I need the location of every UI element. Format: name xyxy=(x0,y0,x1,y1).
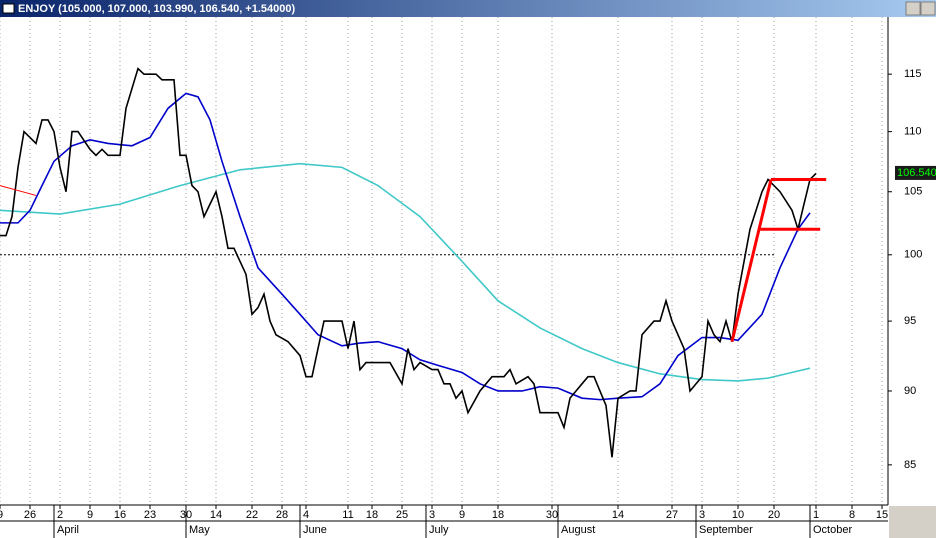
x-tick-label: 30 xyxy=(546,509,558,521)
x-tick-label: 9 xyxy=(87,509,93,521)
x-tick-label: 25 xyxy=(396,509,408,521)
title-bar xyxy=(0,0,936,17)
x-tick-label: 3 xyxy=(699,509,705,521)
x-tick-label: 28 xyxy=(276,509,288,521)
series-line xyxy=(0,162,811,382)
month-label: September xyxy=(699,524,753,536)
x-tick-label: 9 xyxy=(459,509,465,521)
window-icon xyxy=(2,3,15,14)
month-label: October xyxy=(813,524,852,536)
x-tick-label: 1 xyxy=(813,509,819,521)
y-tick-label: 85 xyxy=(904,459,916,471)
close-button[interactable] xyxy=(920,1,936,16)
x-tick-label: 26 xyxy=(24,509,36,521)
x-tick-label: 23 xyxy=(144,509,156,521)
trendline xyxy=(0,185,37,196)
y-tick-label: 95 xyxy=(904,315,916,327)
last-price-box xyxy=(895,165,936,180)
x-tick-label: 20 xyxy=(768,509,780,521)
trendline xyxy=(730,179,773,343)
x-tick-label: 18 xyxy=(366,509,378,521)
y-tick-label: 90 xyxy=(904,385,916,397)
x-tick-label: 10 xyxy=(732,509,744,521)
x-tick-label: 16 xyxy=(114,509,126,521)
last-price-label: 106.540 xyxy=(897,167,936,179)
x-tick-label: 14 xyxy=(612,509,624,521)
x-tick-label: 27 xyxy=(666,509,678,521)
month-label: April xyxy=(57,524,79,536)
month-label: July xyxy=(429,524,449,536)
series-line xyxy=(0,92,811,401)
x-tick-label: 3 xyxy=(429,509,435,521)
x-tick-label: 22 xyxy=(246,509,258,521)
x-tick-label: 8 xyxy=(849,509,855,521)
y-tick-label: 110 xyxy=(904,126,922,138)
x-tick-label: 9 xyxy=(0,509,3,521)
series-line xyxy=(0,67,817,458)
x-tick-label: 2 xyxy=(57,509,63,521)
y-tick-label: 115 xyxy=(904,68,922,80)
month-label: August xyxy=(561,524,595,536)
x-tick-label: 14 xyxy=(210,509,222,521)
plot-area xyxy=(0,17,883,505)
month-label: June xyxy=(303,524,327,536)
chart-title: ENJOY (105.000, 107.000, 103.990, 106.54… xyxy=(18,3,295,15)
x-tick-label: 11 xyxy=(342,509,353,521)
x-tick-label: 4 xyxy=(303,509,309,521)
y-tick-label: 105 xyxy=(904,186,922,198)
x-tick-label: 15 xyxy=(876,509,888,521)
x-tick-label: 18 xyxy=(492,509,504,521)
corner-box xyxy=(889,506,936,538)
restore-button[interactable] xyxy=(905,1,921,16)
month-label: May xyxy=(189,524,210,536)
y-tick-label: 100 xyxy=(904,249,922,261)
